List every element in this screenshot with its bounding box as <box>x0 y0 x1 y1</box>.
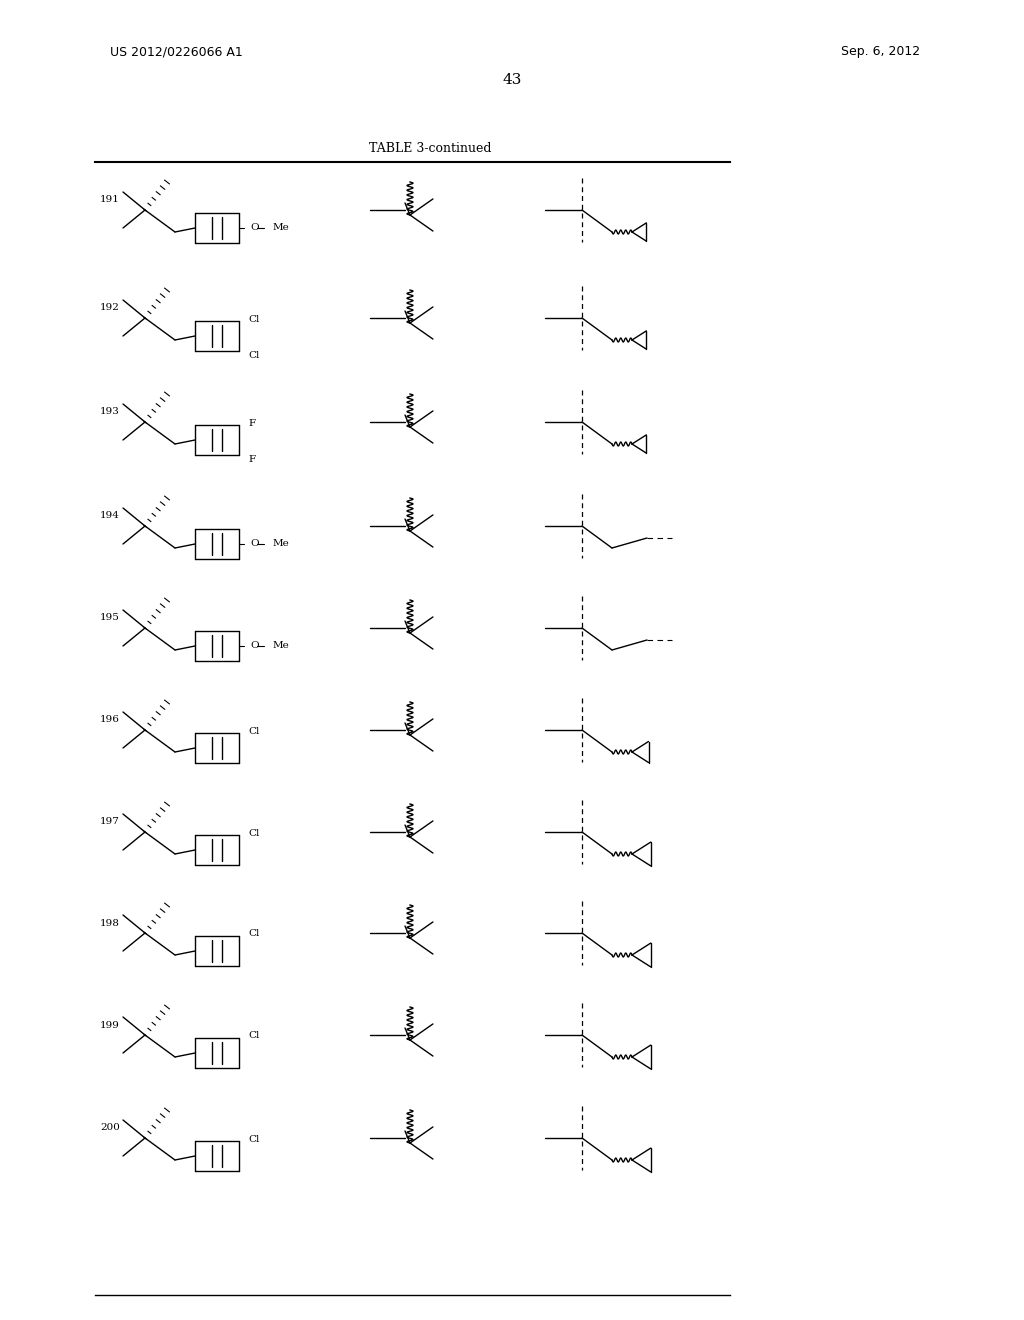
Text: 200: 200 <box>100 1123 120 1133</box>
Text: O: O <box>250 642 259 651</box>
Text: Cl: Cl <box>248 929 259 939</box>
Text: 194: 194 <box>100 511 120 520</box>
Text: 193: 193 <box>100 408 120 417</box>
Text: 192: 192 <box>100 304 120 313</box>
Text: Me: Me <box>273 642 290 651</box>
Text: F: F <box>248 454 255 463</box>
Text: F: F <box>248 418 255 428</box>
Text: Me: Me <box>273 223 290 232</box>
Text: 43: 43 <box>503 73 521 87</box>
Text: 196: 196 <box>100 715 120 725</box>
Text: Cl: Cl <box>248 314 259 323</box>
Text: O: O <box>250 540 259 549</box>
Text: Cl: Cl <box>248 726 259 735</box>
Text: 195: 195 <box>100 614 120 623</box>
Text: Cl: Cl <box>248 1031 259 1040</box>
Text: O: O <box>250 223 259 232</box>
Text: TABLE 3-continued: TABLE 3-continued <box>369 141 492 154</box>
Text: 199: 199 <box>100 1020 120 1030</box>
Text: 197: 197 <box>100 817 120 826</box>
Text: Cl: Cl <box>248 351 259 359</box>
Text: Cl: Cl <box>248 1134 259 1143</box>
Text: 198: 198 <box>100 919 120 928</box>
Text: US 2012/0226066 A1: US 2012/0226066 A1 <box>110 45 243 58</box>
Text: 191: 191 <box>100 195 120 205</box>
Text: Cl: Cl <box>248 829 259 837</box>
Text: Me: Me <box>273 540 290 549</box>
Text: Sep. 6, 2012: Sep. 6, 2012 <box>841 45 920 58</box>
